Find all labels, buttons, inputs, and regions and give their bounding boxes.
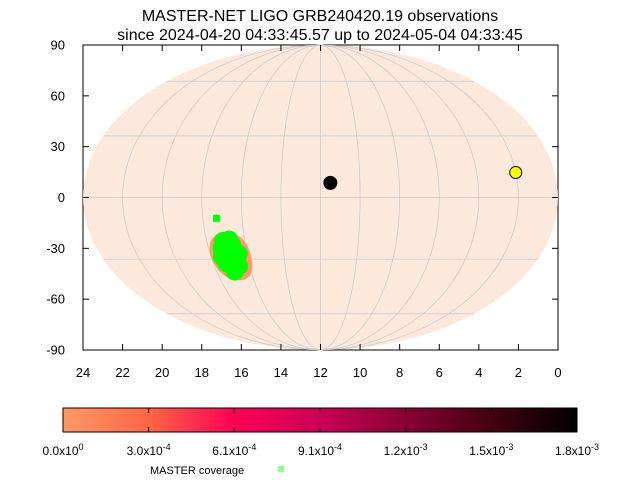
x-tick-label: 24: [76, 365, 90, 380]
y-tick-label: 90: [51, 38, 65, 53]
y-tick-label: 60: [51, 88, 65, 103]
x-tick-label: 12: [313, 365, 327, 380]
legend-label: MASTER coverage: [150, 465, 244, 477]
coverage-tile: [220, 230, 239, 249]
master-coverage-patch: [212, 214, 249, 281]
x-tick-label: 18: [195, 365, 209, 380]
y-tick-label: 30: [51, 139, 65, 154]
legend-swatch: [278, 466, 284, 472]
colorbar-tick-label: 1.5x10-3: [469, 442, 513, 458]
coverage-tile: [212, 247, 231, 266]
x-tick-label: 22: [115, 365, 129, 380]
colorbar-tick-label: 1.2x10-3: [384, 442, 428, 458]
y-tick-label: -60: [46, 292, 65, 307]
x-tick-label: 20: [155, 365, 169, 380]
chart-title: MASTER-NET LIGO GRB240420.19 observation…: [141, 8, 499, 25]
moon-marker: [323, 175, 338, 190]
colorbar-tick-label: 9.1x10-4: [298, 442, 342, 458]
y-tick-label: -30: [46, 241, 65, 256]
x-tick-label: 2: [515, 365, 522, 380]
colorbar-tick-label: 3.0x10-4: [127, 442, 171, 458]
x-tick-label: 10: [353, 365, 367, 380]
colorbar-tick-label: 1.8x10-3: [555, 442, 599, 458]
x-tick-label: 6: [436, 365, 443, 380]
x-tick-label: 0: [554, 365, 561, 380]
chart-subtitle: since 2024-04-20 04:33:45.57 up to 2024-…: [117, 27, 523, 44]
x-tick-label: 8: [396, 365, 403, 380]
colorbar-tick-label: 0.0x100: [42, 442, 83, 458]
x-tick-label: 4: [475, 365, 482, 380]
sun-marker: [509, 165, 523, 179]
x-tick-label: 16: [234, 365, 248, 380]
coverage-tile: [229, 244, 248, 263]
coverage-tile: [225, 262, 244, 281]
colorbar-tick-label: 6.1x10-4: [212, 442, 256, 458]
grid-lines: [83, 44, 558, 351]
x-tick-label: 14: [274, 365, 288, 380]
y-tick-label: -90: [46, 343, 65, 358]
y-tick-label: 0: [58, 190, 65, 205]
coverage-tile: [213, 214, 221, 222]
